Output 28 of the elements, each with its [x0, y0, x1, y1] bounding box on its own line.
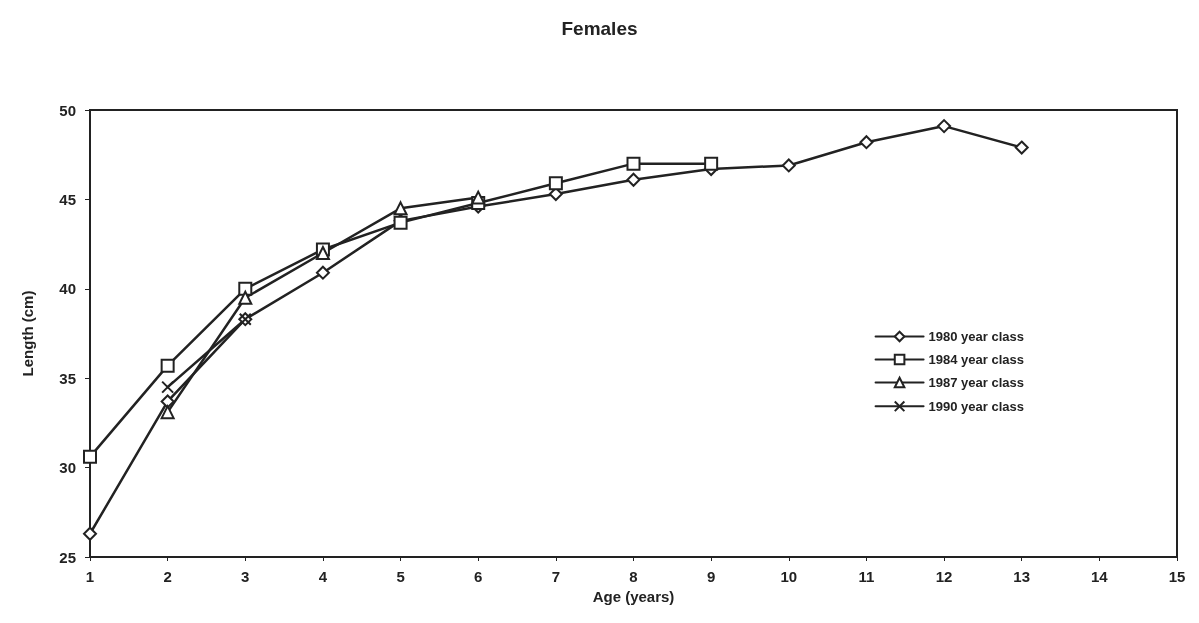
x-tick-label: 1	[85, 568, 95, 585]
x-tick-label: 11	[858, 568, 875, 585]
x-tick-label: 15	[1168, 568, 1186, 585]
x-tick-label: 5	[396, 568, 405, 585]
legend-label: 1980 year class	[928, 329, 1025, 344]
x-tick-label: 13	[1013, 568, 1031, 585]
y-tick-label: 30	[59, 459, 76, 477]
x-tick-label: 3	[241, 568, 250, 585]
x-tick-label: 6	[474, 568, 483, 585]
x-tick-label: 9	[706, 568, 716, 585]
y-tick-label: 25	[59, 548, 76, 566]
y-tick-label: 45	[59, 190, 76, 208]
x-axis-title: Age (years)	[592, 587, 675, 605]
y-tick-label: 35	[59, 369, 76, 387]
y-axis-title: Length (cm)	[19, 290, 36, 377]
x-tick-label: 12	[935, 568, 953, 585]
x-tick-label: 7	[551, 568, 561, 585]
chart-title: Females	[561, 18, 638, 39]
x-tick-label: 10	[780, 568, 798, 585]
x-tick-label: 8	[629, 568, 638, 585]
y-tick-label: 50	[59, 101, 76, 119]
legend-label: 1984 year class	[928, 352, 1025, 367]
x-tick-label: 14	[1091, 568, 1109, 585]
y-tick-label: 40	[59, 280, 76, 298]
legend-label: 1990 year class	[928, 398, 1025, 414]
x-tick-label: 4	[318, 568, 328, 585]
legend-label: 1987 year class	[928, 375, 1025, 390]
x-tick-label: 2	[163, 568, 172, 585]
